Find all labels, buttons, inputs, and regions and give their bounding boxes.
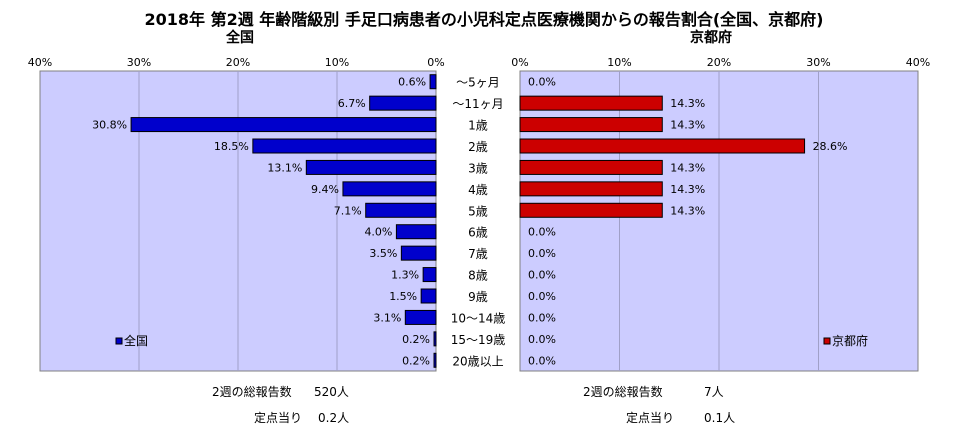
left-bar: [404, 309, 437, 325]
category-label: 6歳: [468, 226, 488, 240]
left-data-label: 6.7%: [338, 97, 366, 110]
left-tick-label: 20%: [226, 56, 250, 69]
category-label: 1歳: [468, 119, 488, 133]
category-label: 2歳: [468, 140, 488, 154]
left-data-label: 7.1%: [334, 204, 362, 217]
category-label: 4歳: [468, 183, 488, 197]
left-tick-label: 10%: [325, 56, 349, 69]
left-bar: [305, 159, 437, 175]
left-tick-label: 0%: [427, 56, 444, 69]
legend-swatch-nation: [115, 337, 123, 345]
category-label: ～11ヶ月: [452, 97, 503, 111]
left-data-label: 0.2%: [402, 354, 430, 367]
right-data-label: 14.3%: [670, 119, 705, 132]
kyoto-per-value: 0.1人: [704, 411, 736, 425]
left-data-label: 1.5%: [389, 290, 417, 303]
right-data-label: 14.3%: [670, 161, 705, 174]
left-data-label: 3.1%: [373, 311, 401, 324]
category-label: 15～19歳: [451, 333, 506, 347]
right-bar: [519, 95, 663, 111]
right-tick-label: 10%: [607, 56, 631, 69]
right-data-label: 28.6%: [813, 140, 848, 153]
left-data-label: 1.3%: [391, 269, 419, 282]
left-data-label: 30.8%: [92, 119, 127, 132]
right-bar: [519, 202, 663, 218]
left-bar: [395, 224, 437, 240]
nation-total-label: 2週の総報告数: [212, 385, 292, 399]
left-bar: [342, 181, 437, 197]
legend-label-kyoto: 京都府: [832, 333, 868, 348]
left-data-label: 9.4%: [311, 183, 339, 196]
kyoto-total-label: 2週の総報告数: [583, 385, 663, 399]
left-bar: [369, 95, 437, 111]
left-data-label: 18.5%: [214, 140, 249, 153]
left-bar: [252, 138, 437, 154]
left-bar: [130, 117, 437, 133]
category-label: 10～14歳: [451, 311, 506, 325]
left-data-label: 4.0%: [364, 226, 392, 239]
right-tick-label: 30%: [806, 56, 830, 69]
left-data-label: 0.2%: [402, 333, 430, 346]
left-data-label: 3.5%: [369, 247, 397, 260]
right-tick-label: 0%: [511, 56, 528, 69]
category-label: 5歳: [468, 204, 488, 218]
right-data-label: 0.0%: [528, 247, 556, 260]
right-data-label: 0.0%: [528, 226, 556, 239]
right-data-label: 14.3%: [670, 204, 705, 217]
left-bar: [429, 74, 437, 90]
left-tick-label: 40%: [28, 56, 52, 69]
right-tick-label: 40%: [906, 56, 930, 69]
left-bar: [420, 288, 437, 304]
kyoto-total-value: 7人: [704, 385, 724, 399]
chart-title: 2018年 第2週 年齢階級別 手足口病患者の小児科定点医療機関からの報告割合(…: [144, 10, 824, 29]
right-data-label: 0.0%: [528, 290, 556, 303]
nation-per-label: 定点当り: [254, 411, 303, 425]
left-bar: [433, 331, 437, 347]
right-data-label: 0.0%: [528, 76, 556, 89]
left-data-label: 13.1%: [267, 161, 302, 174]
right-bar: [519, 117, 663, 133]
category-label: ～5ヶ月: [456, 76, 500, 90]
right-tick-label: 20%: [707, 56, 731, 69]
right-bar: [519, 181, 663, 197]
category-label: 7歳: [468, 247, 488, 261]
right-data-label: 14.3%: [670, 97, 705, 110]
category-label: 8歳: [468, 269, 488, 283]
nation-per-value: 0.2人: [318, 411, 350, 425]
category-label: 20歳以上: [452, 354, 503, 368]
nation-total-value: 520人: [314, 385, 349, 399]
right-data-label: 0.0%: [528, 311, 556, 324]
kyoto-per-label: 定点当り: [626, 411, 675, 425]
right-bar: [519, 138, 806, 154]
right-data-label: 0.0%: [528, 269, 556, 282]
right-data-label: 0.0%: [528, 333, 556, 346]
right-data-label: 0.0%: [528, 354, 556, 367]
left-data-label: 0.6%: [398, 76, 426, 89]
right-panel-title: 京都府: [690, 30, 732, 46]
left-tick-label: 30%: [127, 56, 151, 69]
left-bar: [400, 245, 437, 261]
right-bar: [519, 159, 663, 175]
category-label: 3歳: [468, 161, 488, 175]
category-label: 9歳: [468, 290, 488, 304]
left-panel-title: 全国: [226, 30, 254, 46]
right-data-label: 14.3%: [670, 183, 705, 196]
left-bar: [365, 202, 437, 218]
legend-label-nation: 全国: [124, 333, 148, 348]
left-bar: [422, 267, 437, 283]
left-bar: [433, 352, 437, 368]
legend-swatch-kyoto: [823, 337, 831, 345]
